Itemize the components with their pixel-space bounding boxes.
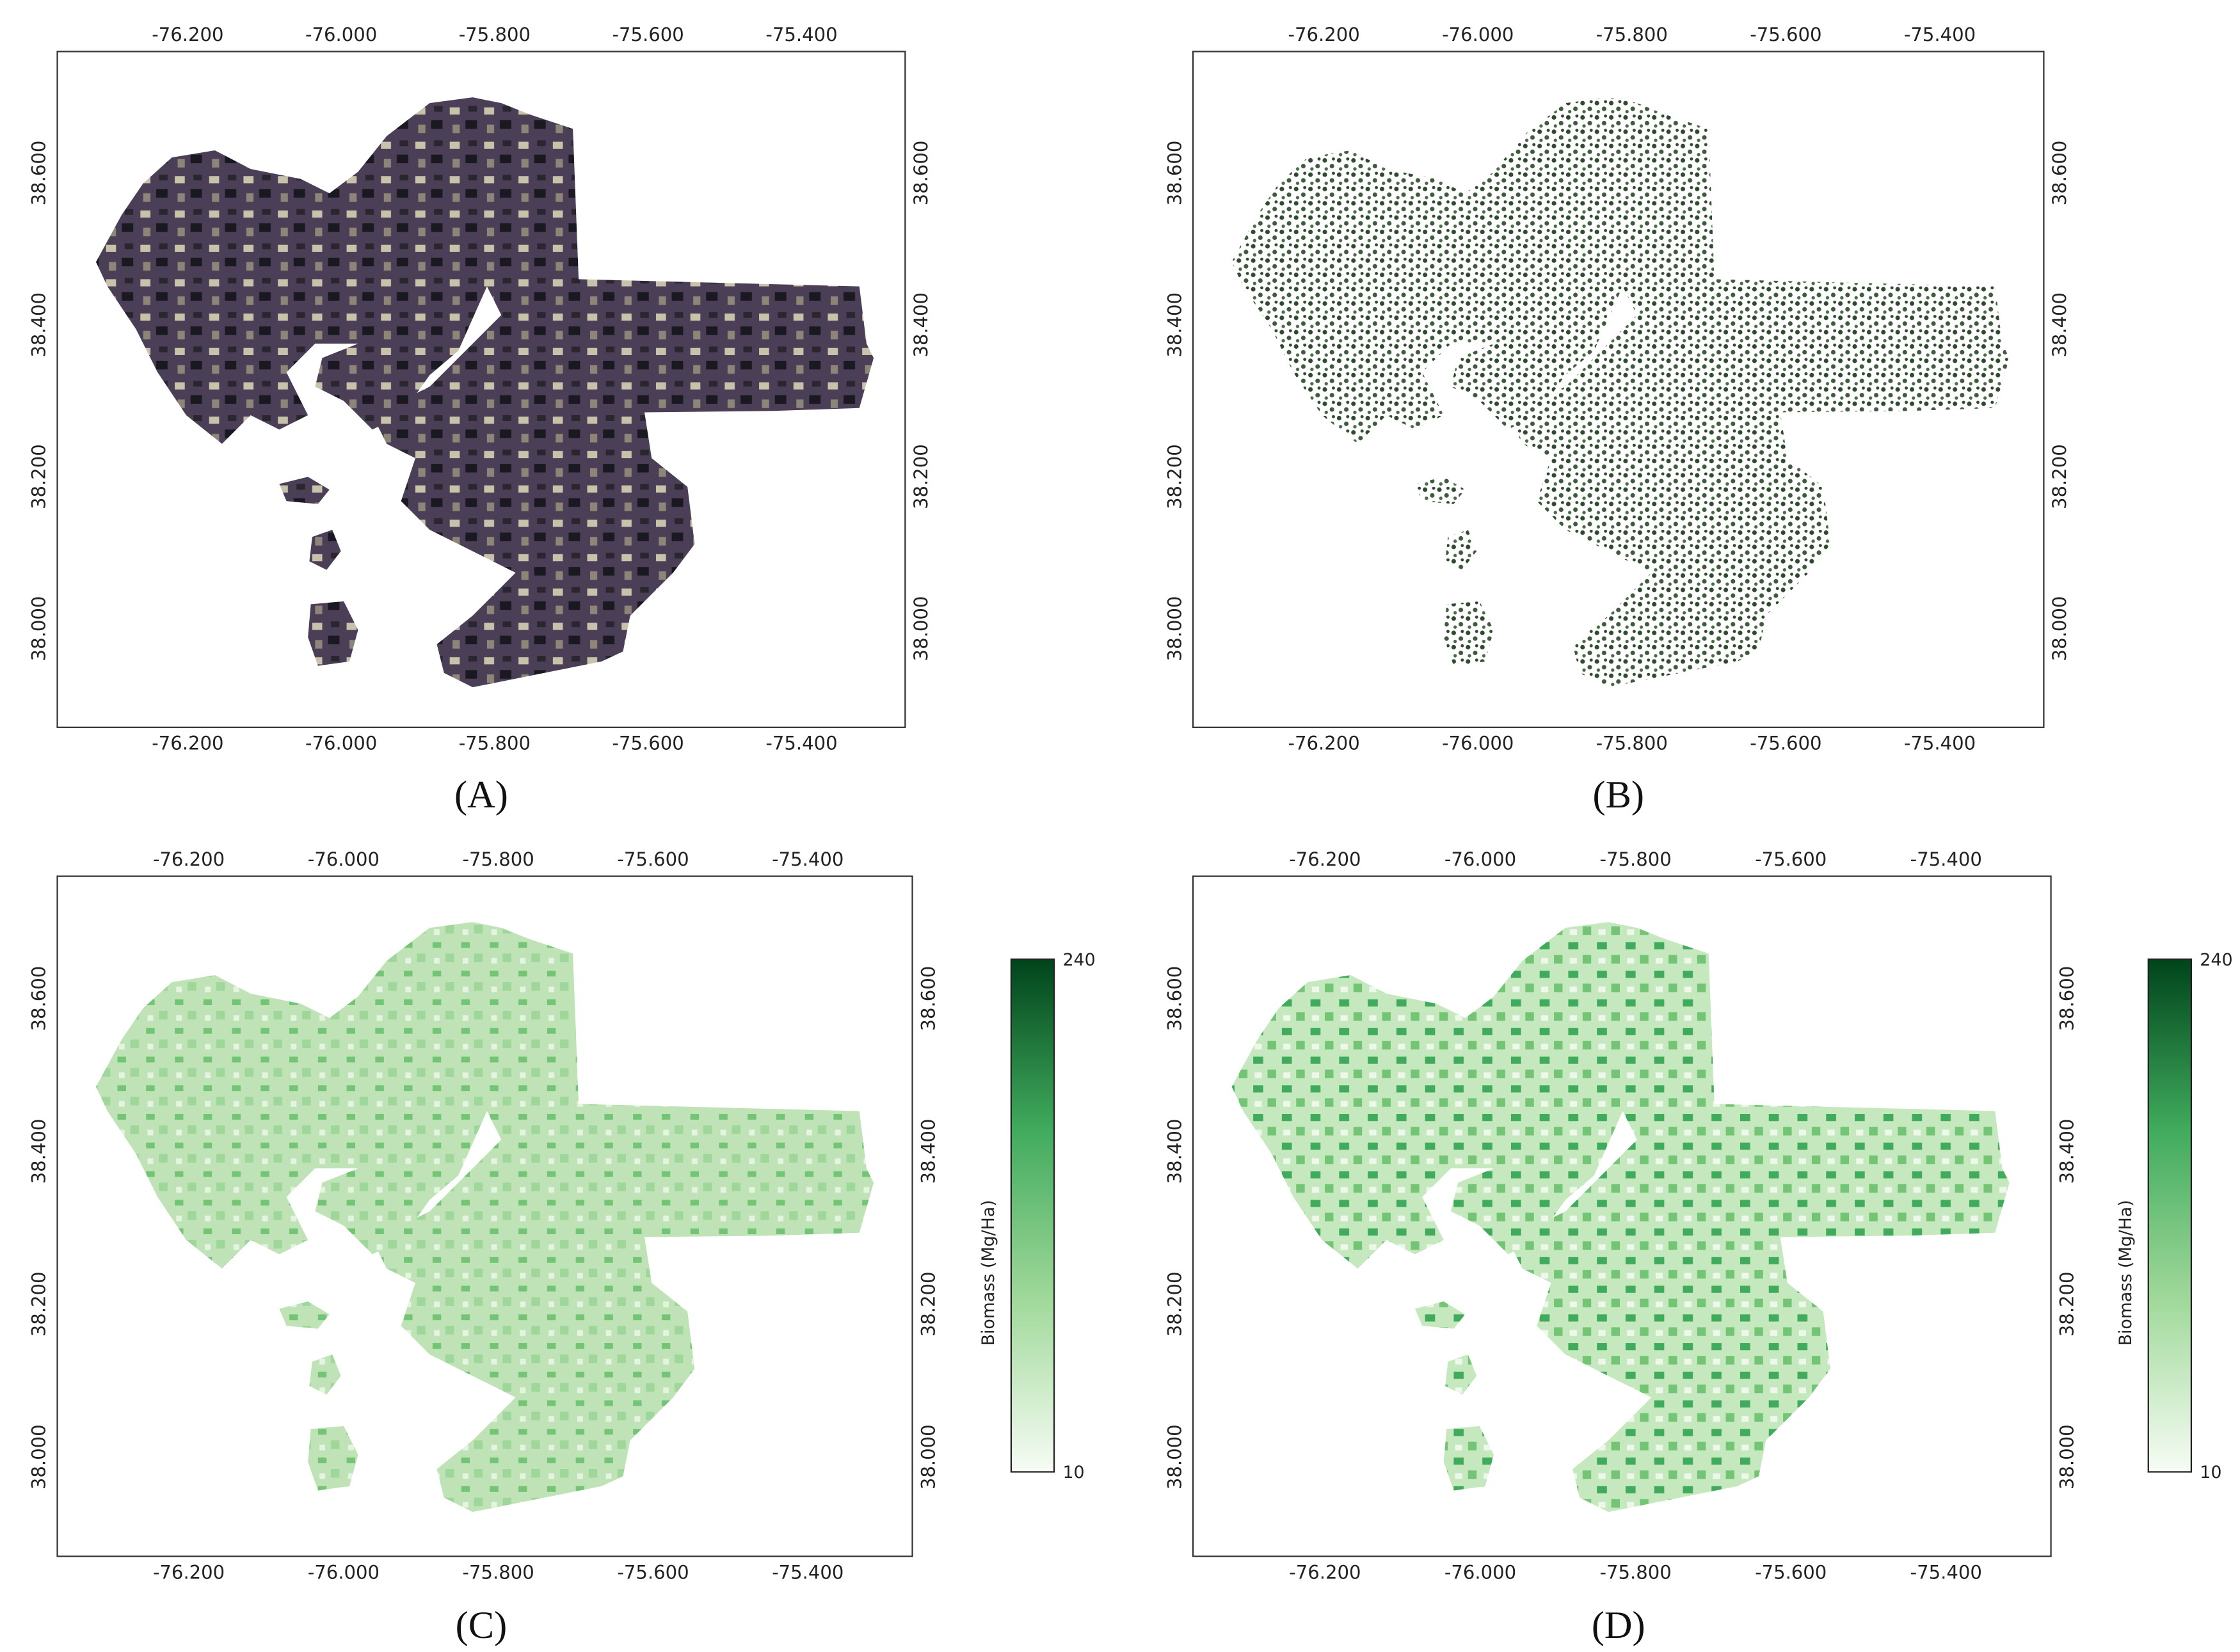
- x-tick-label-top: -76.000: [305, 24, 377, 45]
- y-tick-label-left: 38.400: [28, 292, 50, 358]
- map-frame: [1192, 51, 2045, 728]
- y-tick-label-left: 38.200: [1164, 444, 1185, 509]
- x-tick-label-top: -75.800: [1596, 24, 1668, 45]
- x-tick-label-bottom: -76.200: [1289, 1561, 1361, 1583]
- x-tick-label-top: -76.200: [1288, 24, 1360, 45]
- y-tick-label-right: 38.000: [910, 596, 932, 662]
- y-tick-label-right: 38.000: [2056, 1424, 2077, 1489]
- x-tick-label-top: -75.400: [1904, 24, 1976, 45]
- x-tick-label-bottom: -76.000: [308, 1561, 380, 1583]
- y-tick-label-right: 38.000: [2049, 596, 2070, 662]
- x-tick-label-top: -76.200: [152, 24, 223, 45]
- x-tick-label-bottom: -75.600: [612, 733, 684, 754]
- x-tick-label-bottom: -75.800: [463, 1561, 534, 1583]
- y-tick-label-left: 38.000: [28, 596, 50, 662]
- y-tick-label-right: 38.400: [917, 1119, 939, 1184]
- panel-label: (A): [454, 774, 508, 816]
- x-tick-label-top: -76.000: [308, 848, 380, 870]
- map-panel: -76.200 -76.200 -76.000 -76.000 -75.800 -75.8…: [1164, 848, 2232, 1647]
- y-tick-label-left: 38.000: [1164, 596, 1185, 662]
- map-panel: -76.200 -76.200 -76.000 -76.000 -75.800 -75.8…: [1164, 24, 2070, 816]
- y-tick-label-right: 38.000: [917, 1424, 939, 1489]
- colorbar: [1010, 958, 1055, 1473]
- y-tick-label-right: 38.200: [910, 444, 932, 509]
- panels: -76.200 -76.200 -76.000 -76.000 -75.800 -75.8…: [28, 24, 2233, 1647]
- y-tick-label-left: 38.000: [28, 1424, 50, 1489]
- y-tick-label-right: 38.200: [2056, 1272, 2077, 1337]
- x-tick-label-bottom: -76.000: [1442, 733, 1514, 754]
- x-tick-label-top: -75.800: [459, 24, 531, 45]
- colorbar-title: Biomass (Mg/Ha): [979, 1200, 998, 1346]
- panel-label: (C): [456, 1604, 508, 1647]
- colorbar-min: 10: [1062, 1463, 1084, 1482]
- colorbar-title: Biomass (Mg/Ha): [2116, 1200, 2136, 1346]
- y-tick-label-left: 38.400: [28, 1119, 50, 1184]
- map-frame: [56, 875, 913, 1557]
- y-tick-label-right: 38.400: [2056, 1119, 2077, 1184]
- y-tick-label-left: 38.200: [28, 1272, 50, 1337]
- y-tick-label-left: 38.400: [1164, 292, 1185, 358]
- y-tick-label-right: 38.400: [910, 292, 932, 358]
- x-tick-label-bottom: -75.600: [1750, 733, 1821, 754]
- x-tick-label-bottom: -76.200: [153, 1561, 225, 1583]
- x-tick-label-top: -75.400: [765, 24, 837, 45]
- x-tick-label-bottom: -75.800: [1599, 1561, 1671, 1583]
- y-tick-label-right: 38.200: [2049, 444, 2070, 509]
- colorbar: [2147, 958, 2193, 1473]
- x-tick-label-bottom: -75.400: [765, 733, 837, 754]
- y-tick-label-right: 38.600: [2056, 966, 2077, 1031]
- y-tick-label-right: 38.600: [917, 966, 939, 1031]
- x-tick-label-bottom: -75.800: [459, 733, 531, 754]
- panel-label: (D): [1592, 1604, 1645, 1647]
- y-tick-label-right: 38.200: [917, 1272, 939, 1337]
- y-tick-label-left: 38.600: [1164, 966, 1185, 1031]
- x-tick-label-top: -75.600: [617, 848, 689, 870]
- colorbar-min: 10: [2200, 1463, 2221, 1482]
- y-tick-label-left: 38.400: [1164, 1119, 1185, 1184]
- x-tick-label-bottom: -76.000: [305, 733, 377, 754]
- y-tick-label-left: 38.200: [28, 444, 50, 509]
- x-tick-label-bottom: -76.200: [1288, 733, 1360, 754]
- x-tick-label-bottom: -76.000: [1444, 1561, 1516, 1583]
- x-tick-label-top: -76.200: [153, 848, 225, 870]
- x-tick-label-top: -76.000: [1442, 24, 1514, 45]
- y-tick-label-right: 38.400: [2049, 292, 2070, 358]
- y-tick-label-left: 38.000: [1164, 1424, 1185, 1489]
- x-tick-label-top: -76.000: [1444, 848, 1516, 870]
- x-tick-label-bottom: -75.400: [1904, 733, 1976, 754]
- x-tick-label-bottom: -75.800: [1596, 733, 1668, 754]
- y-tick-label-left: 38.600: [28, 141, 50, 206]
- map-raster: [1231, 922, 2010, 1513]
- x-tick-label-bottom: -75.600: [1755, 1561, 1827, 1583]
- y-tick-label-right: 38.600: [2049, 141, 2070, 206]
- x-tick-label-top: -75.400: [772, 848, 844, 870]
- map-frame: [56, 51, 906, 728]
- x-tick-label-top: -75.800: [463, 848, 534, 870]
- colorbar-max: 240: [2200, 950, 2232, 970]
- y-tick-label-left: 38.200: [1164, 1272, 1185, 1337]
- y-tick-label-left: 38.600: [28, 966, 50, 1031]
- x-tick-label-bottom: -75.400: [1910, 1561, 1982, 1583]
- colorbar-max: 240: [1062, 950, 1095, 970]
- x-tick-label-top: -75.800: [1599, 848, 1671, 870]
- x-tick-label-top: -75.600: [1755, 848, 1827, 870]
- x-tick-label-top: -75.600: [1750, 24, 1821, 45]
- panel-label: (B): [1592, 774, 1644, 816]
- x-tick-label-top: -76.200: [1289, 848, 1361, 870]
- map-raster: [1231, 97, 2010, 688]
- y-tick-label-right: 38.600: [910, 141, 932, 206]
- y-tick-label-left: 38.600: [1164, 141, 1185, 206]
- x-tick-label-bottom: -75.400: [772, 1561, 844, 1583]
- map-frame: [1192, 875, 2052, 1557]
- x-tick-label-bottom: -76.200: [152, 733, 223, 754]
- map-panel: -76.200 -76.200 -76.000 -76.000 -75.800 -75.8…: [28, 848, 1096, 1647]
- map-panel: -76.200 -76.200 -76.000 -76.000 -75.800 -75.8…: [28, 24, 932, 816]
- x-tick-label-bottom: -75.600: [617, 1561, 689, 1583]
- x-tick-label-top: -75.600: [612, 24, 684, 45]
- x-tick-label-top: -75.400: [1910, 848, 1982, 870]
- map-raster: [95, 97, 874, 688]
- map-raster: [95, 922, 874, 1513]
